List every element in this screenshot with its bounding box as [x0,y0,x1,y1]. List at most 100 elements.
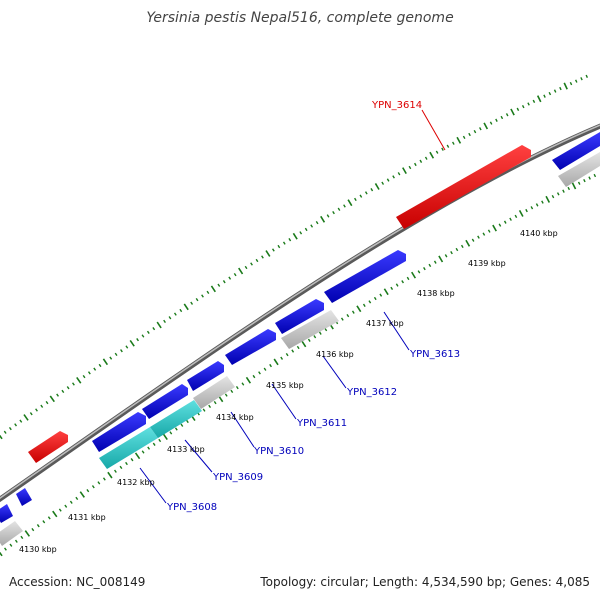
ruler-tick [356,305,362,313]
ruler-tick [441,147,444,151]
gene-label-YPN_3612[interactable]: YPN_3612 [346,387,397,398]
ruler-tick [359,194,363,198]
gene-arrow[interactable] [275,299,324,334]
ruler-tick [79,491,85,498]
ruler-tick [130,458,134,462]
ruler-tick [452,141,455,145]
ruler-tick [163,319,166,323]
ruler-tick [141,334,145,338]
gene-label-YPN_3613[interactable]: YPN_3613 [409,349,460,360]
gene-arrow[interactable] [0,504,13,523]
gene-block[interactable] [281,310,339,349]
gene-arrow[interactable] [92,412,146,452]
ruler-label: 4138 kbp [417,289,455,298]
ruler-tick [273,358,279,366]
ruler-tick [567,186,571,191]
gene-label-YPN_3610[interactable]: YPN_3610 [253,446,304,457]
ruler-tick [255,258,259,263]
gene-block[interactable] [0,521,23,546]
ruler-label: 4130 kbp [19,545,57,554]
ruler-tick [235,386,239,390]
gene-block[interactable] [99,427,158,469]
ruler-tick [224,393,228,397]
ruler-tick [129,339,135,347]
ruler-tick [0,434,3,440]
ruler-tick [417,270,421,274]
ruler-label: 4137 kbp [366,319,404,328]
map-title: Yersinia pestis Nepal516, complete genom… [146,10,453,26]
ruler-tick [75,496,79,501]
gene-label-YPN_3609[interactable]: YPN_3609 [212,472,263,483]
ruler-tick [343,204,346,208]
ruler-tick [310,224,314,228]
ruler-tick [477,235,480,239]
ruler-tick [301,340,307,348]
ruler-tick [102,477,106,481]
gene-arrow[interactable] [324,250,406,303]
ruler-tick [3,430,7,434]
ruler-tick [206,290,210,295]
ruler-tick [527,102,530,106]
ruler-tick [593,173,597,178]
ruler-label: 4140 kbp [520,229,558,238]
gene-arrow[interactable] [16,488,32,506]
ruler-tick [379,293,383,297]
ruler-tick [14,539,18,543]
ruler-tick [208,404,212,408]
ruler-tick [210,285,216,293]
gene-arrow[interactable] [552,132,600,170]
gene-arrow[interactable] [142,384,188,419]
ruler-tick [462,135,466,140]
ruler-tick [233,272,237,277]
ruler-tick [173,312,177,316]
gene-block[interactable] [150,400,202,438]
ruler-tick [146,330,150,334]
gene-arrow[interactable] [187,361,224,391]
ruler-labels: 4130 kbp 4131 kbp 4132 kbp 4133 kbp 4134… [19,229,558,554]
ruler-tick [152,327,156,331]
ruler-tick [64,504,68,508]
ruler-tick [414,162,417,167]
reverse-strand-genes [0,152,600,546]
gene-arrow[interactable] [28,431,68,463]
ruler-tick [263,367,267,371]
ruler-tick [76,376,82,384]
ruler-tick [291,349,295,353]
ruler-tick [419,159,423,163]
ruler-tick [134,452,141,460]
ruler-tick [49,395,55,403]
ruler-tick [114,352,118,357]
ruler-tick [45,400,49,405]
ruler-tick [113,469,117,473]
ruler-tick [482,232,486,236]
ruler-tick [433,260,437,264]
ruler-tick [42,520,46,524]
ruler-tick [252,374,256,379]
gene-block[interactable] [193,376,235,409]
topology-text: Topology: circular; Length: 4,534,590 bp… [259,575,590,589]
gene-block[interactable] [558,152,600,187]
ruler-tick [455,247,459,252]
ruler-tick [397,172,401,176]
ruler-tick [428,263,432,268]
gene-arrow[interactable] [225,329,276,365]
ruler-tick [69,500,73,504]
ruler-label: 4133 kbp [167,445,205,454]
ruler-tick [245,376,252,384]
gene-YPN_3614[interactable] [396,145,531,229]
ruler-tick [392,175,395,179]
ruler-tick [47,516,51,520]
gene-label-YPN_3611[interactable]: YPN_3611 [296,418,347,429]
ruler-tick [58,508,62,512]
ruler-tick [479,127,482,131]
ruler-tick [411,271,417,279]
ruler-tick [313,335,317,339]
ruler-tick [563,82,568,90]
ruler-tick [543,94,546,98]
gene-label-YPN_3608[interactable]: YPN_3608 [166,502,217,513]
ruler-label: 4134 kbp [216,413,254,422]
ruler-tick [72,382,75,386]
ruler-tick [536,95,542,103]
gene-label-YPN_3614[interactable]: YPN_3614 [371,100,422,111]
